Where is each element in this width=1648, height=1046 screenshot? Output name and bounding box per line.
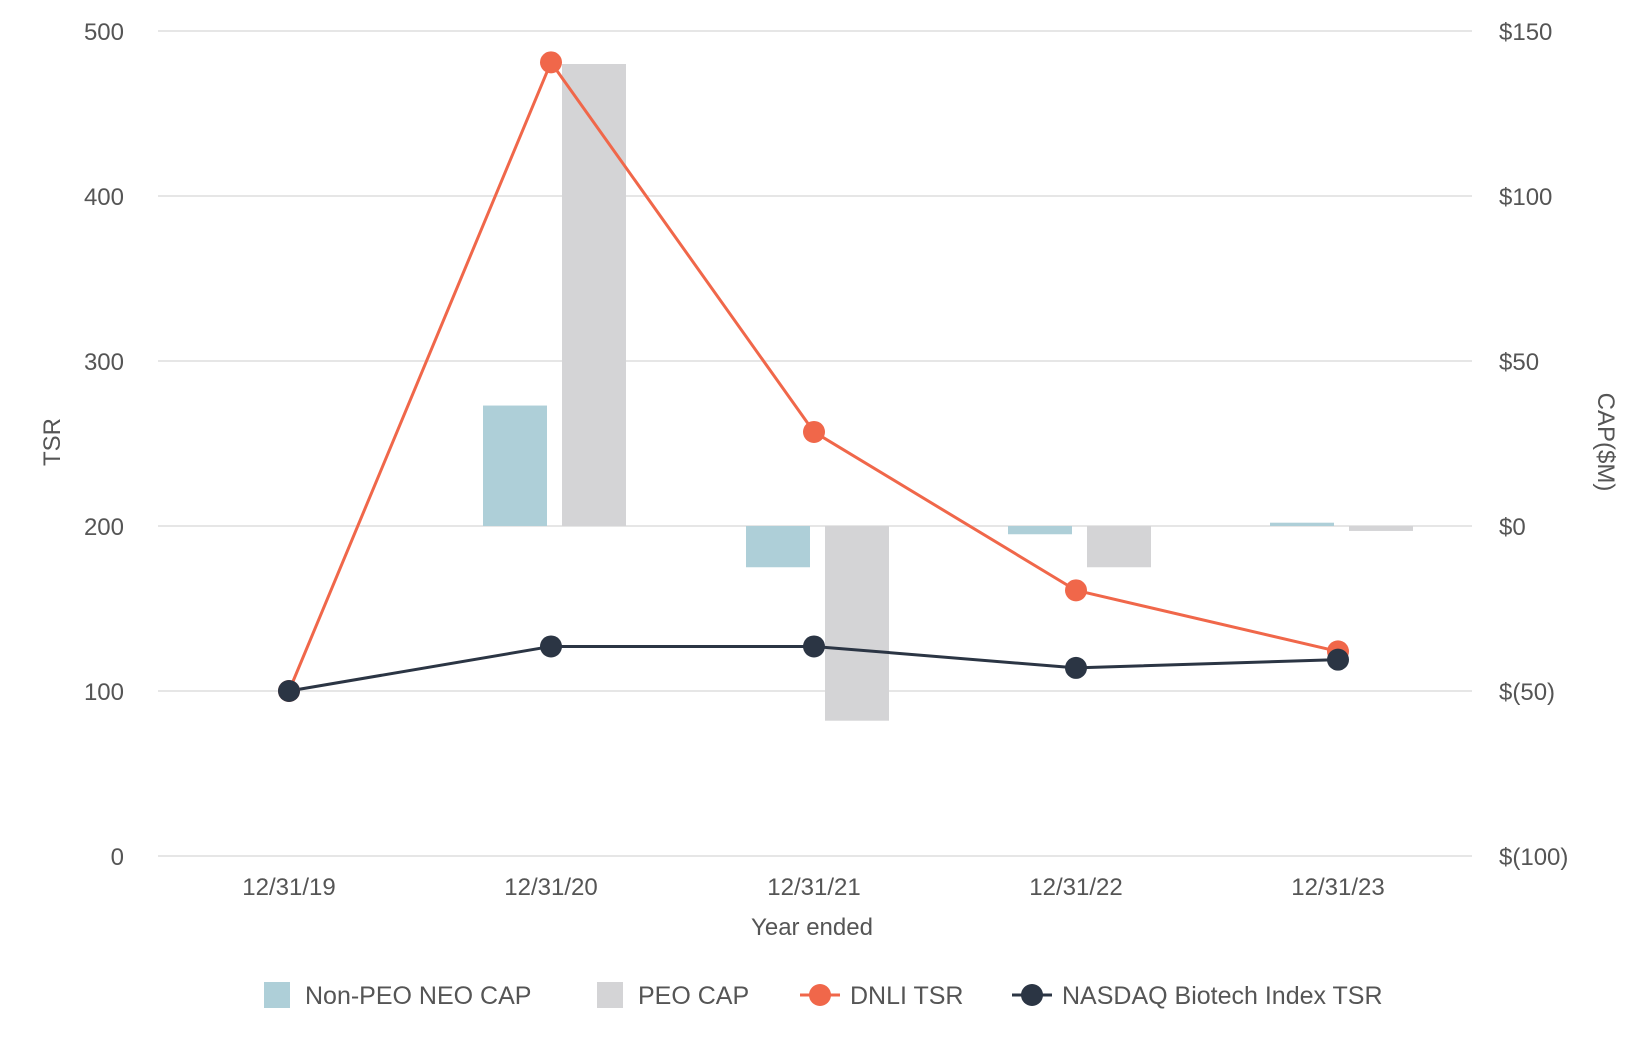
bar-peo-cap-12-31-20 xyxy=(562,64,626,526)
y-left-tick-label: 300 xyxy=(84,349,124,376)
y-axis-left-title: TSR xyxy=(39,418,66,466)
y-left-tick-label: 400 xyxy=(84,184,124,211)
y-right-tick-label: $0 xyxy=(1499,514,1526,541)
legend-swatch-non-peo-neo-cap xyxy=(264,982,290,1008)
x-tick-label: 12/31/23 xyxy=(1291,874,1384,901)
bar-non-peo-neo-cap-12-31-22 xyxy=(1008,526,1072,535)
legend-label-peo-cap: PEO CAP xyxy=(638,982,749,1010)
x-axis-title: Year ended xyxy=(751,914,873,941)
x-tick-label: 12/31/19 xyxy=(242,874,335,901)
point-dnli-tsr-12-31-21 xyxy=(803,420,825,443)
y-right-tick-label: $150 xyxy=(1499,19,1552,46)
bar-peo-cap-12-31-23 xyxy=(1349,526,1413,531)
bar-non-peo-neo-cap-12-31-23 xyxy=(1270,522,1334,526)
y-left-tick-label: 200 xyxy=(84,514,124,541)
point-nasdaq-biotech-index-tsr-12-31-21 xyxy=(803,635,825,658)
y-axis-right-title: CAP($M) xyxy=(1592,393,1619,492)
line-dnli-tsr xyxy=(287,60,1339,692)
bar-non-peo-neo-cap-12-31-21 xyxy=(746,526,810,568)
point-nasdaq-biotech-index-tsr-12-31-23 xyxy=(1327,648,1349,671)
legend-label-non-peo-neo-cap: Non-PEO NEO CAP xyxy=(305,982,531,1010)
y-right-tick-label: $100 xyxy=(1499,184,1552,211)
x-tick-label: 12/31/22 xyxy=(1029,874,1122,901)
y-left-tick-label: 0 xyxy=(111,844,124,871)
bar-peo-cap-12-31-21 xyxy=(825,526,889,721)
bar-non-peo-neo-cap-12-31-20 xyxy=(483,405,547,526)
point-nasdaq-biotech-index-tsr-12-31-22 xyxy=(1065,656,1087,679)
grid-layer xyxy=(158,30,1472,857)
y-right-tick-label: $(100) xyxy=(1499,844,1568,871)
legend-marker-dnli-tsr xyxy=(809,984,831,1006)
legend-marker-nasdaq-biotech-tsr xyxy=(1021,984,1043,1006)
axis-layer: 0 100 200 300 400 500 $(100) $(50) $0 $50 $100 $150… xyxy=(84,19,1568,901)
point-nasdaq-biotech-index-tsr-12-31-19 xyxy=(278,680,300,702)
line-layer xyxy=(278,51,1349,702)
legend-swatch-peo-cap xyxy=(597,982,623,1008)
legend: Non-PEO NEO CAP PEO CAP DNLI TSR NASDAQ … xyxy=(264,982,1383,1010)
legend-label-nasdaq-biotech-tsr: NASDAQ Biotech Index TSR xyxy=(1062,982,1383,1010)
x-tick-label: 12/31/20 xyxy=(504,874,597,901)
point-nasdaq-biotech-index-tsr-12-31-20 xyxy=(540,635,562,658)
legend-label-dnli-tsr: DNLI TSR xyxy=(850,982,963,1010)
x-tick-label: 12/31/21 xyxy=(767,874,860,901)
bar-peo-cap-12-31-22 xyxy=(1087,526,1151,568)
y-left-tick-label: 100 xyxy=(84,679,124,706)
point-dnli-tsr-12-31-22 xyxy=(1065,579,1087,602)
point-dnli-tsr-12-31-20 xyxy=(540,51,562,74)
y-right-tick-label: $50 xyxy=(1499,349,1539,376)
y-left-tick-label: 500 xyxy=(84,19,124,46)
bar-layer xyxy=(483,64,1413,721)
y-right-tick-label: $(50) xyxy=(1499,679,1555,706)
